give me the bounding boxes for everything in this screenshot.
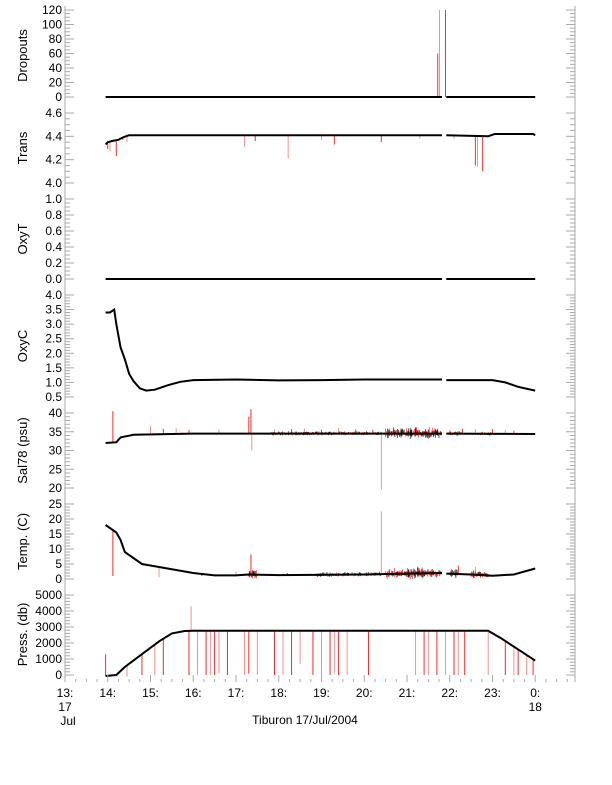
y-tick-label: 1.5 — [45, 361, 62, 375]
y-tick-label: 1000 — [35, 652, 62, 666]
y-tick-label: 2.5 — [45, 332, 62, 346]
panel-press-db-: 0 1000 2000 3000 4000 5000 Press. (db) — [15, 587, 576, 682]
y-tick-label: 120 — [42, 3, 62, 17]
x-tick-label: 15: — [142, 686, 159, 700]
x-tick-label: 19: — [313, 686, 330, 700]
data-series-line — [105, 432, 442, 444]
y-tick-label: 80 — [49, 32, 63, 46]
x-tick-label: 17: — [228, 686, 245, 700]
y-tick-label: 3.5 — [45, 303, 62, 317]
panel-trans: 4.0 4.2 4.4 4.6 Trans — [15, 105, 576, 191]
x-tick-label: 13: — [57, 686, 74, 700]
y-tick-label: 40 — [49, 61, 63, 75]
y-axis-title: Dropouts — [15, 29, 30, 82]
x-tick-label: 23: — [484, 686, 501, 700]
x-tick-label: 22: — [441, 686, 458, 700]
y-tick-label: 4000 — [35, 604, 62, 618]
y-axis-title: Trans — [15, 131, 30, 164]
x-tick-label: 21: — [399, 686, 416, 700]
data-series-line — [105, 307, 442, 392]
y-tick-label: 0.0 — [45, 272, 62, 286]
y-tick-label: 25 — [49, 462, 63, 476]
x-tick-sublabel: 18 — [529, 700, 543, 714]
y-axis-title: Temp. (C) — [15, 513, 30, 570]
data-series-line — [105, 629, 536, 677]
y-tick-label: 20 — [49, 481, 63, 495]
y-tick-label: 4.4 — [45, 129, 62, 143]
x-tick-label: 16: — [185, 686, 202, 700]
panels: 020406080100120Dropouts4.04.24.44.6Trans… — [15, 3, 576, 682]
y-tick-label: 0 — [55, 668, 62, 682]
y-axis-title: OxyC — [15, 330, 30, 363]
y-tick-label: 60 — [49, 47, 63, 61]
data-series-line — [105, 524, 443, 577]
y-tick-label: 20 — [49, 76, 63, 90]
y-tick-label: 5000 — [35, 588, 62, 602]
x-axis-title: Tiburon 17/Jul/2004 — [252, 713, 358, 727]
y-tick-label: 100 — [42, 18, 62, 32]
y-tick-label: 0.8 — [45, 208, 62, 222]
y-axis-title: Sal78 (psu) — [15, 417, 30, 483]
panel-oxyc: 0.51.01.52.02.53.03.54.0 OxyC — [15, 287, 576, 405]
y-axis-title: Press. (db) — [15, 603, 30, 667]
y-tick-label: 0 — [55, 90, 62, 104]
y-tick-label: 0.5 — [45, 390, 62, 404]
data-series-line — [446, 379, 536, 392]
y-tick-label: 0.6 — [45, 224, 62, 238]
y-tick-label: 3.0 — [45, 317, 62, 331]
data-series-line — [446, 567, 536, 577]
panel-sal78-psu-: 20 25 30 35 40 Sal78 (psu) — [15, 405, 576, 496]
x-tick-label: 14: — [99, 686, 116, 700]
y-tick-label: 0 — [55, 572, 62, 586]
y-tick-label: 2000 — [35, 636, 62, 650]
y-tick-label: 4.6 — [45, 106, 62, 120]
y-tick-label: 4.2 — [45, 153, 62, 167]
y-tick-label: 1.0 — [45, 375, 62, 389]
y-tick-label: 5 — [55, 557, 62, 571]
y-tick-label: 25 — [49, 497, 63, 511]
y-tick-label: 0.4 — [45, 240, 62, 254]
panel-oxyt: 0.0 0.2 0.4 0.6 0.8 1.0 OxyT — [15, 191, 576, 287]
x-tick-sublabel: 17 — [58, 700, 72, 714]
y-tick-label: 1.0 — [45, 192, 62, 206]
y-tick-label: 0.2 — [45, 256, 62, 270]
y-tick-label: 20 — [49, 512, 63, 526]
x-tick-label: 18: — [270, 686, 287, 700]
data-series-line — [104, 134, 442, 146]
y-tick-label: 40 — [49, 406, 63, 420]
y-tick-label: 10 — [49, 542, 63, 556]
y-tick-label: 2.0 — [45, 346, 62, 360]
y-axis-title: OxyT — [15, 223, 30, 254]
x-tick-sublabel: Jul — [60, 714, 75, 728]
data-series-line — [446, 133, 536, 138]
y-tick-label: 30 — [49, 444, 63, 458]
x-tick-label: 20: — [356, 686, 373, 700]
x-tick-label: 0: — [530, 686, 540, 700]
y-tick-label: 4.0 — [45, 288, 62, 302]
y-tick-label: 3000 — [35, 620, 62, 634]
y-tick-label: 4.0 — [45, 176, 62, 190]
y-tick-label: 35 — [49, 425, 63, 439]
y-tick-label: 15 — [49, 527, 63, 541]
